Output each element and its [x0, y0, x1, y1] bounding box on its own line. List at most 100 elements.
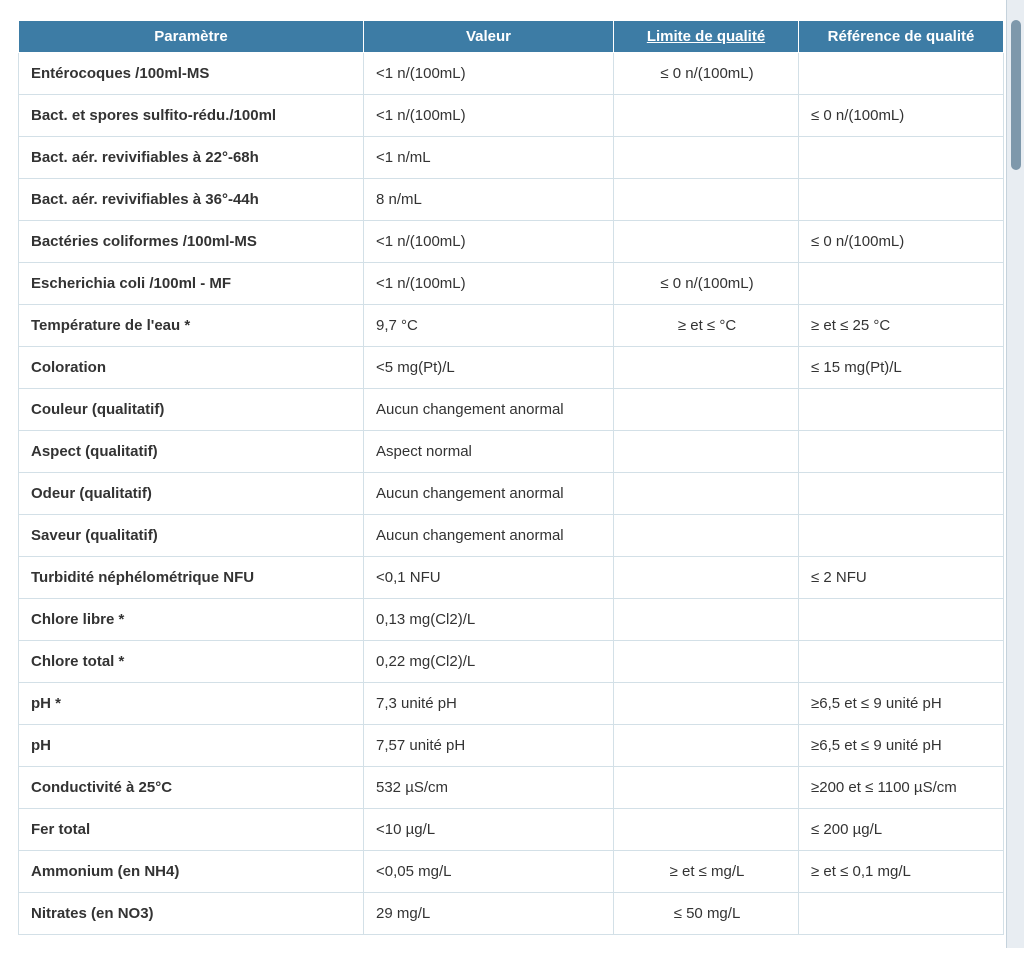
cell-limite	[614, 767, 799, 809]
cell-parametre: Nitrates (en NO3)	[19, 893, 364, 935]
cell-valeur: <1 n/mL	[364, 137, 614, 179]
cell-reference: ≤ 2 NFU	[799, 557, 1004, 599]
table-header-row: Paramètre Valeur Limite de qualité Référ…	[19, 21, 1004, 53]
table-row: Conductivité à 25°C532 µS/cm≥200 et ≤ 11…	[19, 767, 1004, 809]
cell-valeur: <1 n/(100mL)	[364, 53, 614, 95]
cell-limite	[614, 347, 799, 389]
col-header-limite[interactable]: Limite de qualité	[614, 21, 799, 53]
cell-limite	[614, 683, 799, 725]
cell-reference	[799, 263, 1004, 305]
cell-parametre: pH	[19, 725, 364, 767]
cell-limite	[614, 725, 799, 767]
cell-parametre: Bact. et spores sulfito-rédu./100ml	[19, 95, 364, 137]
cell-valeur: <0,1 NFU	[364, 557, 614, 599]
table-row: Bactéries coliformes /100ml-MS<1 n/(100m…	[19, 221, 1004, 263]
table-row: Fer total<10 µg/L≤ 200 µg/L	[19, 809, 1004, 851]
cell-reference	[799, 389, 1004, 431]
table-row: Ammonium (en NH4)<0,05 mg/L≥ et ≤ mg/L≥ …	[19, 851, 1004, 893]
cell-reference: ≤ 15 mg(Pt)/L	[799, 347, 1004, 389]
cell-reference	[799, 431, 1004, 473]
cell-parametre: Coloration	[19, 347, 364, 389]
table-row: Aspect (qualitatif)Aspect normal	[19, 431, 1004, 473]
quality-table: Paramètre Valeur Limite de qualité Référ…	[18, 20, 1004, 935]
cell-reference: ≥ et ≤ 25 °C	[799, 305, 1004, 347]
cell-valeur: 532 µS/cm	[364, 767, 614, 809]
cell-reference: ≥ et ≤ 0,1 mg/L	[799, 851, 1004, 893]
cell-reference	[799, 893, 1004, 935]
cell-valeur: 7,3 unité pH	[364, 683, 614, 725]
cell-valeur: <0,05 mg/L	[364, 851, 614, 893]
cell-limite	[614, 95, 799, 137]
cell-limite	[614, 179, 799, 221]
cell-parametre: Chlore libre *	[19, 599, 364, 641]
cell-valeur: 8 n/mL	[364, 179, 614, 221]
cell-parametre: Bact. aér. revivifiables à 36°-44h	[19, 179, 364, 221]
cell-limite: ≥ et ≤ mg/L	[614, 851, 799, 893]
cell-reference: ≤ 0 n/(100mL)	[799, 221, 1004, 263]
cell-limite	[614, 221, 799, 263]
cell-valeur: <10 µg/L	[364, 809, 614, 851]
vertical-scrollbar[interactable]	[1006, 0, 1024, 948]
table-row: Coloration<5 mg(Pt)/L ≤ 15 mg(Pt)/L	[19, 347, 1004, 389]
cell-valeur: <1 n/(100mL)	[364, 263, 614, 305]
cell-parametre: Fer total	[19, 809, 364, 851]
cell-parametre: Couleur (qualitatif)	[19, 389, 364, 431]
cell-parametre: Ammonium (en NH4)	[19, 851, 364, 893]
cell-limite: ≤ 0 n/(100mL)	[614, 53, 799, 95]
cell-limite	[614, 515, 799, 557]
cell-limite	[614, 557, 799, 599]
cell-parametre: pH *	[19, 683, 364, 725]
table-row: Escherichia coli /100ml - MF<1 n/(100mL)…	[19, 263, 1004, 305]
cell-valeur: <1 n/(100mL)	[364, 95, 614, 137]
cell-valeur: 0,13 mg(Cl2)/L	[364, 599, 614, 641]
cell-parametre: Odeur (qualitatif)	[19, 473, 364, 515]
cell-parametre: Saveur (qualitatif)	[19, 515, 364, 557]
cell-parametre: Bactéries coliformes /100ml-MS	[19, 221, 364, 263]
scroll-thumb[interactable]	[1011, 20, 1021, 170]
cell-parametre: Entérocoques /100ml-MS	[19, 53, 364, 95]
cell-reference	[799, 53, 1004, 95]
cell-reference	[799, 179, 1004, 221]
table-row: Nitrates (en NO3)29 mg/L≤ 50 mg/L	[19, 893, 1004, 935]
cell-reference: ≤ 0 n/(100mL)	[799, 95, 1004, 137]
cell-limite	[614, 431, 799, 473]
cell-reference	[799, 641, 1004, 683]
cell-reference	[799, 599, 1004, 641]
cell-limite	[614, 389, 799, 431]
cell-reference	[799, 473, 1004, 515]
table-row: Chlore libre *0,13 mg(Cl2)/L	[19, 599, 1004, 641]
cell-limite	[614, 641, 799, 683]
cell-valeur: <1 n/(100mL)	[364, 221, 614, 263]
table-row: Turbidité néphélométrique NFU<0,1 NFU≤ 2…	[19, 557, 1004, 599]
cell-parametre: Conductivité à 25°C	[19, 767, 364, 809]
table-row: Couleur (qualitatif)Aucun changement ano…	[19, 389, 1004, 431]
cell-limite	[614, 809, 799, 851]
cell-parametre: Aspect (qualitatif)	[19, 431, 364, 473]
cell-valeur: Aucun changement anormal	[364, 515, 614, 557]
cell-limite: ≤ 0 n/(100mL)	[614, 263, 799, 305]
col-header-parametre: Paramètre	[19, 21, 364, 53]
cell-reference	[799, 137, 1004, 179]
cell-parametre: Bact. aér. revivifiables à 22°-68h	[19, 137, 364, 179]
table-row: Chlore total *0,22 mg(Cl2)/L	[19, 641, 1004, 683]
col-header-valeur: Valeur	[364, 21, 614, 53]
cell-valeur: <5 mg(Pt)/L	[364, 347, 614, 389]
table-row: Odeur (qualitatif)Aucun changement anorm…	[19, 473, 1004, 515]
cell-reference: ≥6,5 et ≤ 9 unité pH	[799, 683, 1004, 725]
cell-limite	[614, 473, 799, 515]
cell-limite: ≥ et ≤ °C	[614, 305, 799, 347]
cell-valeur: Aucun changement anormal	[364, 389, 614, 431]
cell-parametre: Chlore total *	[19, 641, 364, 683]
table-row: Bact. et spores sulfito-rédu./100ml<1 n/…	[19, 95, 1004, 137]
cell-valeur: 7,57 unité pH	[364, 725, 614, 767]
cell-valeur: 0,22 mg(Cl2)/L	[364, 641, 614, 683]
table-row: pH *7,3 unité pH ≥6,5 et ≤ 9 unité pH	[19, 683, 1004, 725]
table-row: Entérocoques /100ml-MS<1 n/(100mL)≤ 0 n/…	[19, 53, 1004, 95]
table-row: Température de l'eau *9,7 °C≥ et ≤ °C≥ e…	[19, 305, 1004, 347]
cell-valeur: 9,7 °C	[364, 305, 614, 347]
table-body: Entérocoques /100ml-MS<1 n/(100mL)≤ 0 n/…	[19, 53, 1004, 935]
cell-parametre: Température de l'eau *	[19, 305, 364, 347]
table-container: Paramètre Valeur Limite de qualité Référ…	[0, 0, 1006, 955]
table-row: Bact. aér. revivifiables à 36°-44h8 n/mL	[19, 179, 1004, 221]
cell-valeur: Aspect normal	[364, 431, 614, 473]
